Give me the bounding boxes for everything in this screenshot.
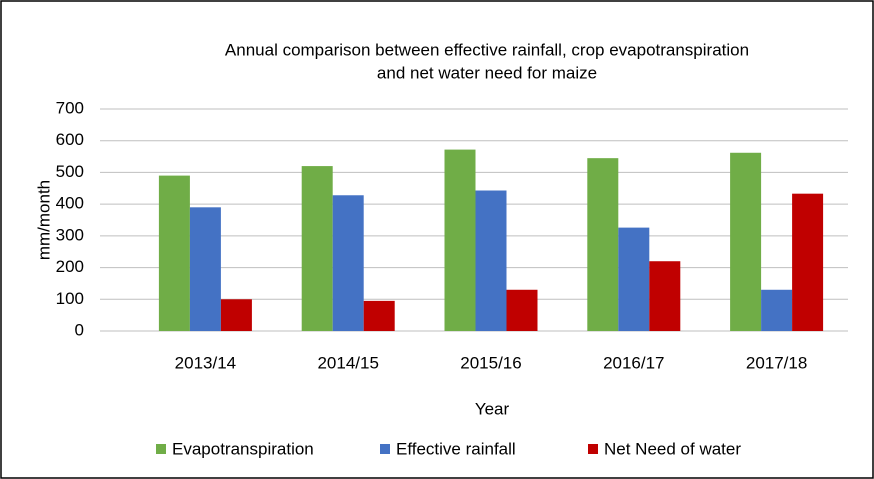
x-tick-label: 2016/17	[603, 353, 664, 372]
x-tick-label: 2015/16	[460, 353, 521, 372]
bar	[363, 300, 395, 331]
bar	[220, 299, 252, 331]
bar	[730, 152, 762, 331]
y-tick-label: 600	[56, 130, 84, 149]
bar	[158, 175, 190, 331]
bar	[761, 289, 793, 331]
x-tick-label: 2013/14	[175, 353, 236, 372]
bar	[649, 261, 681, 331]
bar	[587, 158, 619, 331]
chart-title: and net water need for maize	[377, 63, 597, 82]
y-tick-label: 200	[56, 257, 84, 276]
bar	[189, 207, 221, 331]
chart-title: Annual comparison between effective rain…	[225, 40, 749, 59]
legend-label: Net Need of water	[604, 439, 741, 458]
legend-label: Evapotranspiration	[172, 439, 314, 458]
y-tick-label: 500	[56, 162, 84, 181]
bar	[301, 166, 333, 331]
legend-label: Effective rainfall	[396, 439, 516, 458]
bar	[618, 227, 650, 331]
y-tick-label: 300	[56, 225, 84, 244]
bar	[444, 149, 476, 331]
legend-swatch	[156, 444, 166, 454]
x-tick-label: 2017/18	[746, 353, 807, 372]
bar	[792, 193, 824, 331]
y-tick-label: 0	[75, 320, 84, 339]
y-tick-label: 700	[56, 98, 84, 117]
y-axis-label: mm/month	[34, 180, 53, 260]
y-tick-label: 100	[56, 289, 84, 308]
legend-swatch	[380, 444, 390, 454]
y-tick-label: 400	[56, 194, 84, 213]
bar	[475, 190, 507, 331]
legend-swatch	[588, 444, 598, 454]
x-tick-label: 2014/15	[317, 353, 378, 372]
bar	[332, 195, 364, 331]
x-axis-label: Year	[475, 399, 510, 418]
bar	[506, 289, 538, 331]
